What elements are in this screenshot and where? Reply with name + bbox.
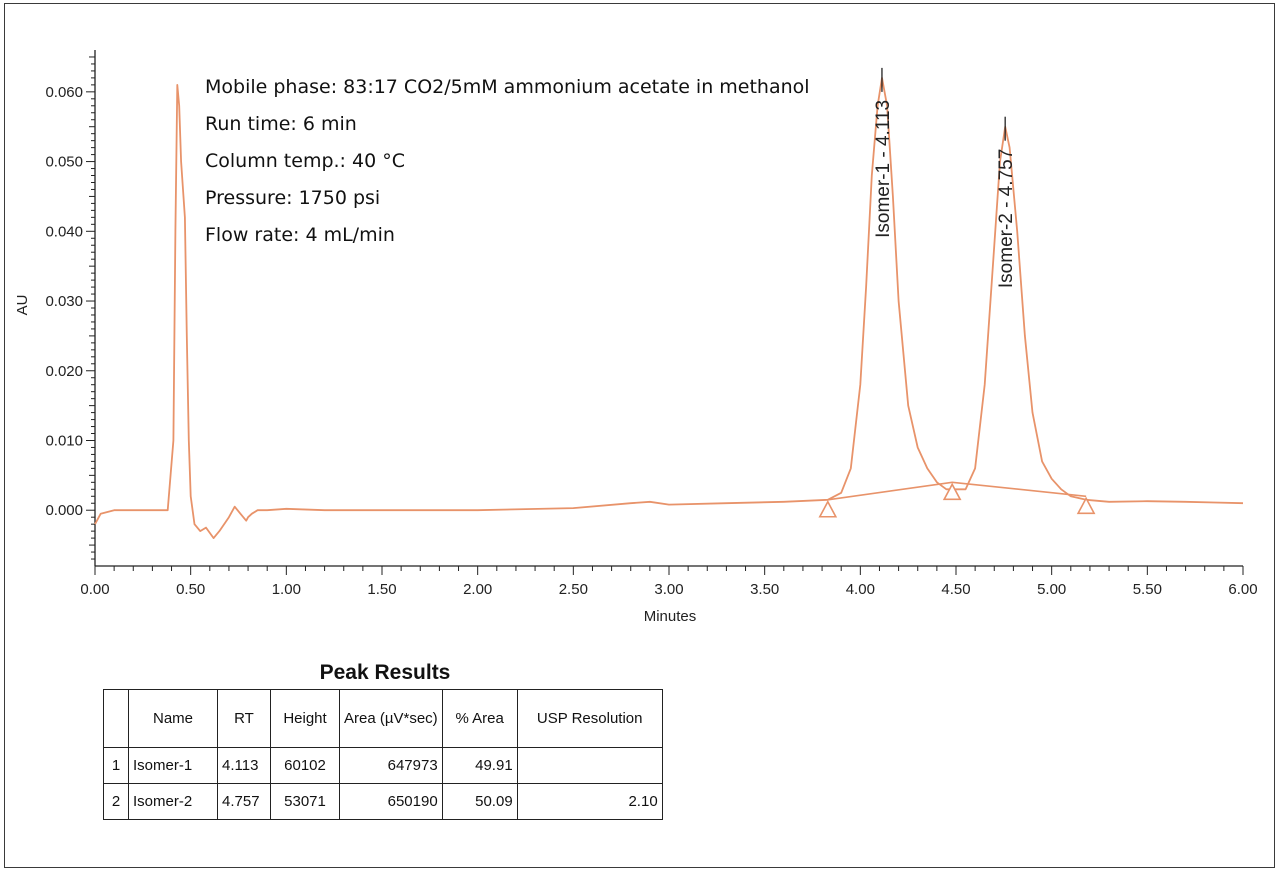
figure-frame [4,3,1275,868]
x-tick-label: 5.00 [1037,581,1066,598]
x-tick-label: 0.50 [176,581,205,598]
x-tick-label: 0.00 [80,581,109,598]
col-header-rt: RT [217,689,271,748]
integration-mark [1076,496,1096,515]
table-header-row: Name RT Height Area (µV*sec) % Area USP … [103,689,663,748]
cell-percent-area: 50.09 [441,783,518,820]
cell-usp-resolution [516,747,663,784]
y-tick-label: 0.040 [45,223,83,240]
y-tick-label: 0.030 [45,293,83,310]
cell-name: Isomer-1 [128,747,218,784]
x-tick-label: 3.50 [750,581,779,598]
run-condition-line: Mobile phase: 83:17 CO2/5mM ammonium ace… [205,76,810,98]
run-condition-line: Column temp.: 40 °C [205,150,405,172]
x-tick-label: 6.00 [1228,581,1257,598]
table-row: 1 Isomer-1 4.113 60102 647973 49.91 [103,747,663,784]
col-header-area: Area (µV*sec) [339,689,443,748]
cell-index: 2 [103,783,129,820]
peak-results-title: Peak Results [319,661,451,684]
cell-rt: 4.113 [217,747,271,784]
col-header-index [103,689,129,748]
run-condition-line: Flow rate: 4 mL/min [205,224,395,246]
chart-axes: 0.00 0.50 1.00 1.50 2.00 2.50 3.00 3.50 4.00 4.50… [45,50,1258,598]
y-tick-label: 0.060 [45,84,83,101]
y-tick-label: 0.010 [45,432,83,449]
y-tick-label: 0.000 [45,502,83,519]
cell-height: 53071 [270,783,340,820]
x-axis-label: Minutes [644,608,697,625]
chromatogram-trace [94,77,1244,539]
x-tick-label: 4.00 [846,581,875,598]
col-header-percent-area: % Area [441,689,518,748]
x-tick-label: 1.00 [272,581,301,598]
integration-baseline [827,481,1087,501]
peak-label: Isomer-1 - 4.113 [873,100,894,238]
table-row: 2 Isomer-2 4.757 53071 650190 50.09 2.10 [103,783,663,820]
y-tick-label: 0.050 [45,154,83,171]
cell-usp-resolution: 2.10 [516,783,663,820]
y-tick-label: 0.020 [45,363,83,380]
run-condition-line: Run time: 6 min [205,113,357,135]
chart-plot-area: Isomer-1 - 4.113 Isomer-2 - 4.757 [94,67,1244,539]
peak-label: Isomer-2 - 4.757 [996,149,1017,288]
cell-rt: 4.757 [217,783,271,820]
cell-area: 650190 [339,783,443,820]
col-header-height: Height [270,689,340,748]
cell-name: Isomer-2 [128,783,218,820]
y-axis-label: AU [14,295,31,316]
x-tick-label: 1.50 [367,581,396,598]
cell-index: 1 [103,747,129,784]
peak-results-table: Name RT Height Area (µV*sec) % Area USP … [103,689,663,820]
run-condition-line: Pressure: 1750 psi [205,187,380,209]
x-tick-label: 3.00 [654,581,683,598]
x-tick-label: 4.50 [941,581,970,598]
run-conditions: Mobile phase: 83:17 CO2/5mM ammonium ace… [205,76,810,246]
cell-percent-area: 49.91 [441,747,518,784]
integration-mark [818,500,838,518]
x-tick-label: 5.50 [1133,581,1162,598]
cell-area: 647973 [339,747,443,784]
col-header-name: Name [128,689,218,748]
x-tick-label: 2.00 [463,581,492,598]
x-tick-label: 2.50 [559,581,588,598]
integration-mark [942,482,962,501]
cell-height: 60102 [270,747,340,784]
col-header-usp-resolution: USP Resolution [516,689,663,748]
